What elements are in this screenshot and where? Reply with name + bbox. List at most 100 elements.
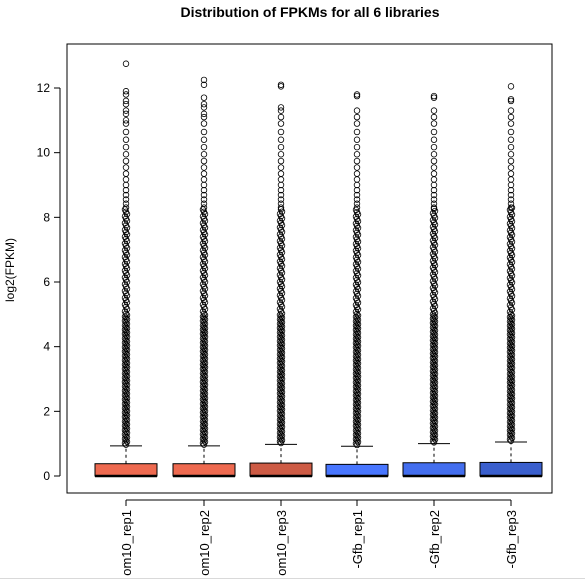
outlier-point — [277, 196, 285, 203]
outlier-point — [200, 200, 208, 207]
outlier-point — [122, 97, 130, 105]
outlier-point — [430, 151, 438, 158]
outlier-point — [352, 418, 360, 425]
y-tick-label-4: 4 — [43, 340, 50, 354]
outlier-point — [276, 271, 284, 279]
outlier-point — [276, 324, 284, 332]
outlier-point — [353, 92, 361, 100]
outlier-point — [277, 83, 285, 90]
outlier-point — [122, 314, 130, 322]
outlier-point — [277, 104, 285, 111]
outlier-point — [352, 401, 360, 408]
outlier-point — [506, 344, 514, 351]
outlier-point — [506, 308, 514, 316]
outlier-point — [200, 314, 208, 322]
outlier-point — [506, 281, 514, 288]
outlier-point — [121, 439, 129, 447]
outlier-point — [199, 301, 207, 308]
outlier-point — [506, 396, 514, 404]
outlier-point — [122, 136, 130, 143]
outlier-point — [506, 295, 514, 302]
y-tick-label-6: 6 — [43, 275, 50, 289]
outlier-point — [506, 240, 514, 248]
outlier-point — [506, 267, 514, 275]
outlier-point — [353, 91, 361, 98]
outlier-point — [352, 361, 360, 369]
outlier-point — [506, 370, 514, 378]
outlier-point — [121, 352, 129, 360]
box-rect — [325, 463, 389, 477]
outlier-point — [507, 151, 515, 158]
outlier-point — [429, 424, 437, 432]
outlier-point — [276, 210, 284, 218]
outlier-point — [430, 191, 438, 199]
bottom-border — [0, 578, 585, 579]
outlier-point — [121, 317, 129, 325]
outlier-point — [200, 151, 208, 158]
outlier-point — [200, 113, 208, 121]
outlier-point — [276, 346, 284, 354]
outlier-point — [121, 343, 129, 351]
outlier-point — [352, 374, 360, 382]
outlier-point — [352, 294, 360, 302]
outlier-point — [352, 267, 360, 275]
outlier-point — [200, 143, 208, 151]
outlier-point — [352, 301, 360, 309]
outlier-point — [121, 330, 129, 338]
outlier-point — [277, 200, 285, 207]
outlier-point — [507, 128, 515, 136]
outlier-point — [121, 413, 129, 421]
outlier-point — [353, 151, 361, 158]
outlier-point — [276, 337, 284, 345]
outlier-point — [429, 363, 437, 370]
outlier-point — [507, 196, 515, 203]
outlier-point — [199, 400, 207, 408]
outlier-point — [200, 104, 208, 111]
outlier-point — [122, 143, 130, 151]
box-Gfb_rep3 — [479, 83, 543, 478]
outlier-point — [506, 388, 514, 395]
outlier-point — [507, 315, 515, 322]
outlier-point — [276, 403, 284, 410]
outlier-point — [352, 422, 360, 430]
outlier-point — [199, 326, 207, 333]
outlier-point — [506, 405, 514, 412]
outlier-point — [276, 217, 284, 224]
outlier-point — [352, 288, 360, 295]
outlier-point — [199, 348, 207, 355]
outlier-point — [121, 313, 129, 320]
outlier-point — [429, 257, 437, 265]
outlier-point — [506, 361, 514, 369]
outlier-point — [429, 328, 437, 335]
outlier-point — [352, 261, 360, 268]
outlier-point — [276, 329, 284, 336]
outlier-point — [121, 260, 129, 268]
outlier-point — [429, 411, 437, 418]
outlier-point — [430, 92, 438, 100]
outlier-point — [352, 431, 360, 438]
outlier-point — [352, 240, 360, 248]
outlier-point — [199, 281, 207, 288]
outlier-point — [507, 143, 515, 151]
outlier-point — [430, 164, 438, 171]
outlier-point — [429, 332, 437, 340]
outlier-point — [506, 340, 514, 347]
outlier-point — [122, 107, 130, 114]
outlier-point — [353, 315, 361, 322]
outlier-point — [199, 418, 207, 425]
outlier-point — [429, 216, 437, 224]
outlier-point — [121, 361, 129, 368]
outlier-point — [121, 326, 129, 333]
outlier-point — [200, 170, 208, 177]
outlier-point — [506, 401, 514, 408]
outlier-point — [429, 244, 437, 251]
outlier-point — [429, 385, 437, 392]
outlier-point — [352, 281, 360, 288]
outlier-point — [353, 113, 361, 121]
outlier-point — [429, 298, 437, 305]
outliers — [352, 91, 362, 449]
outlier-point — [429, 376, 437, 384]
outlier-point — [429, 415, 437, 423]
outlier-point — [506, 366, 514, 373]
y-tick-label-2: 2 — [43, 404, 50, 418]
